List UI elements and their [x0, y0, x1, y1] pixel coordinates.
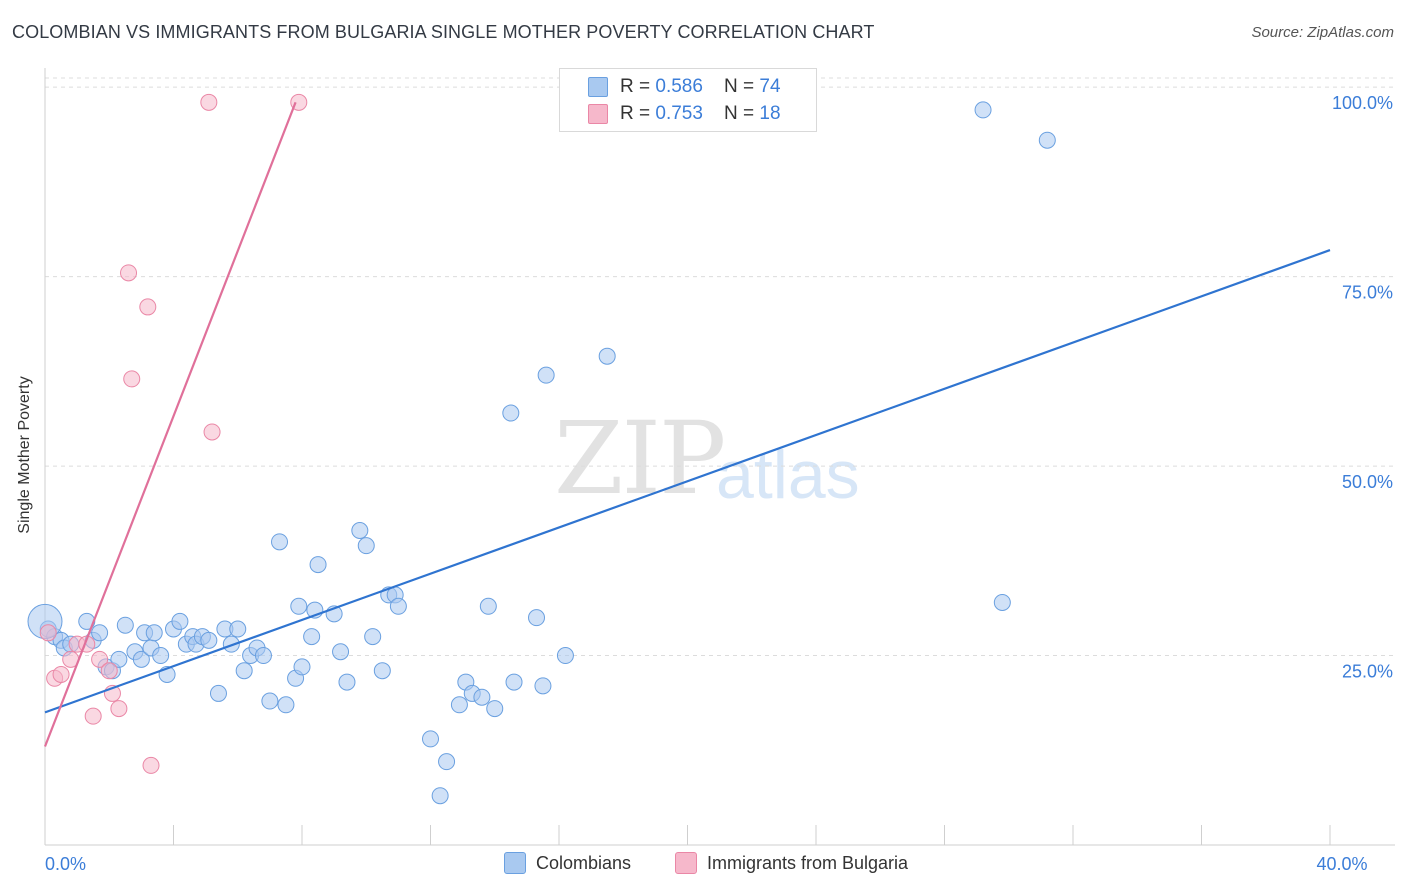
n-label: N =: [724, 103, 760, 124]
point-bulgaria: [52, 665, 70, 683]
point-bulgaria: [39, 624, 57, 642]
chart-title: COLOMBIAN VS IMMIGRANTS FROM BULGARIA SI…: [12, 22, 875, 42]
point-bulgaria: [139, 298, 157, 316]
y-tick-label: 100.0%: [1332, 93, 1393, 113]
r-value: 0.586: [655, 76, 703, 97]
point-colombians: [116, 616, 134, 634]
point-colombians: [152, 647, 170, 665]
legend-swatch-pink: [588, 104, 608, 124]
point-colombians: [534, 677, 552, 695]
y-tick-label: 25.0%: [1342, 662, 1393, 682]
point-colombians: [357, 537, 375, 555]
point-colombians: [171, 612, 189, 630]
x-tick-label: 40.0%: [1316, 854, 1367, 874]
point-colombians: [473, 688, 491, 706]
point-colombians: [290, 597, 308, 615]
point-colombians: [528, 609, 546, 627]
trendline-colombians: [44, 249, 1331, 714]
point-colombians: [303, 628, 321, 646]
legend-label-colombians: Colombians: [536, 852, 632, 873]
correlation-legend: R = 0.586 N = 74 R = 0.753 N = 18: [559, 68, 817, 132]
point-colombians: [479, 597, 497, 615]
point-colombians: [450, 696, 468, 714]
point-bulgaria: [91, 650, 109, 668]
legend-swatch-colombians: [504, 852, 526, 874]
watermark-atlas: atlas: [716, 437, 860, 513]
legend-text-colombians: R = 0.586 N = 74: [620, 76, 781, 98]
point-colombians: [293, 658, 311, 676]
point-colombians: [261, 692, 279, 710]
y-tick-label: 75.0%: [1342, 283, 1393, 303]
legend-text-bulgaria: R = 0.753 N = 18: [620, 103, 781, 125]
point-colombians: [235, 662, 253, 680]
point-colombians: [431, 787, 449, 805]
r-label: R =: [620, 103, 656, 124]
r-value: 0.753: [655, 103, 703, 124]
point-bulgaria: [110, 700, 128, 718]
point-bulgaria: [84, 707, 102, 725]
legend-item-bulgaria: Immigrants from Bulgaria: [675, 852, 908, 874]
legend-item-colombians: Colombians: [504, 852, 631, 874]
n-value: 74: [759, 76, 781, 97]
point-colombians: [373, 662, 391, 680]
point-colombians: [209, 684, 227, 702]
source-attribution: Source: ZipAtlas.com: [1251, 24, 1394, 41]
point-bulgaria: [142, 756, 160, 774]
point-colombians: [598, 347, 616, 365]
point-bulgaria: [120, 264, 138, 282]
point-bulgaria: [123, 370, 141, 388]
point-colombians: [254, 647, 272, 665]
point-colombians: [556, 647, 574, 665]
point-colombians: [364, 628, 382, 646]
point-bulgaria: [200, 93, 218, 111]
point-bulgaria: [100, 662, 118, 680]
point-bulgaria: [203, 423, 221, 441]
y-tick-label: 50.0%: [1342, 472, 1393, 492]
legend-swatch-blue: [588, 77, 608, 97]
series-legend: Colombians Immigrants from Bulgaria: [0, 852, 1406, 876]
point-colombians: [993, 593, 1011, 611]
point-colombians: [338, 673, 356, 691]
x-tick-label: 0.0%: [45, 854, 86, 874]
legend-swatch-bulgaria: [675, 852, 697, 874]
point-colombians: [438, 753, 456, 771]
point-colombians: [91, 624, 109, 642]
point-colombians: [351, 521, 369, 539]
trendline-bulgaria: [43, 101, 297, 747]
point-colombians: [222, 635, 240, 653]
point-colombians: [974, 101, 992, 119]
point-colombians: [277, 696, 295, 714]
point-colombians: [389, 597, 407, 615]
point-colombians: [271, 533, 289, 551]
point-colombians: [132, 650, 150, 668]
n-label: N =: [724, 76, 760, 97]
point-colombians: [309, 556, 327, 574]
point-colombians: [200, 631, 218, 649]
point-colombians: [332, 643, 350, 661]
point-colombians: [229, 620, 247, 638]
n-value: 18: [759, 103, 781, 124]
r-label: R =: [620, 76, 656, 97]
point-colombians: [422, 730, 439, 748]
point-colombians: [505, 673, 523, 691]
point-colombians: [110, 650, 128, 668]
point-colombians: [486, 700, 504, 718]
point-colombians: [537, 366, 555, 384]
point-colombians: [1038, 131, 1056, 149]
point-colombians: [145, 624, 163, 642]
point-colombians: [502, 404, 520, 422]
legend-label-bulgaria: Immigrants from Bulgaria: [707, 852, 909, 873]
